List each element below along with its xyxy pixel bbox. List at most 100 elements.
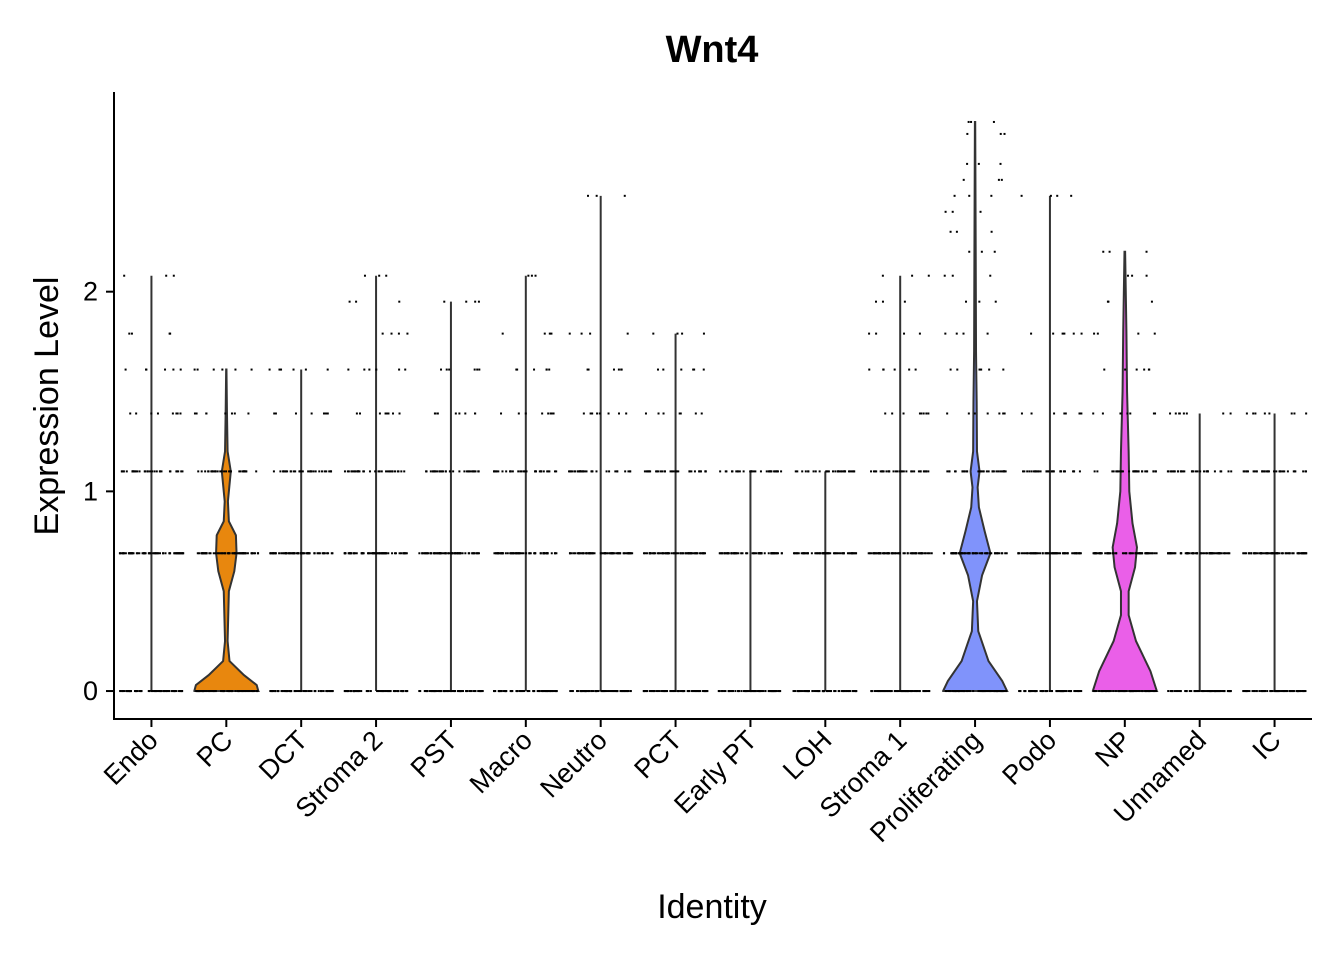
data-point: [172, 690, 175, 693]
data-point: [649, 552, 652, 555]
data-point: [980, 250, 983, 253]
data-point: [458, 690, 461, 693]
data-point: [1092, 690, 1095, 693]
data-point: [1124, 368, 1127, 371]
data-point: [310, 690, 313, 693]
data-point: [1137, 332, 1140, 335]
data-point: [439, 470, 442, 473]
data-point: [280, 552, 283, 555]
data-point: [1044, 552, 1047, 555]
data-point: [1039, 690, 1042, 693]
data-point: [652, 690, 655, 693]
data-point: [550, 332, 553, 335]
data-point: [279, 470, 282, 473]
data-point: [125, 690, 128, 693]
data-point: [1139, 552, 1142, 555]
data-point: [1227, 552, 1230, 555]
x-tick-label: IC: [1247, 725, 1287, 765]
data-point: [955, 332, 958, 335]
data-point: [997, 470, 1000, 473]
data-point: [1145, 552, 1148, 555]
data-point: [271, 552, 274, 555]
data-point: [830, 690, 833, 693]
data-point: [380, 470, 383, 473]
data-point: [1299, 552, 1302, 555]
data-point: [1001, 690, 1004, 693]
data-point: [1034, 470, 1037, 473]
data-point: [1173, 690, 1176, 693]
data-point: [663, 552, 666, 555]
data-point: [600, 552, 603, 555]
x-tick-label: NP: [1089, 725, 1137, 773]
data-point: [1273, 470, 1276, 473]
data-point: [679, 412, 682, 415]
data-point: [730, 552, 733, 555]
data-point: [498, 690, 501, 693]
data-point: [1152, 412, 1155, 415]
data-point: [651, 690, 654, 693]
data-point: [591, 412, 594, 415]
data-point: [478, 690, 481, 693]
data-point: [1216, 552, 1219, 555]
data-point: [598, 412, 601, 415]
data-point: [693, 690, 696, 693]
data-point: [580, 552, 583, 555]
data-point: [196, 552, 199, 555]
data-point: [701, 552, 704, 555]
data-point: [625, 690, 628, 693]
data-point: [400, 470, 403, 473]
data-point: [980, 552, 983, 555]
data-point: [1153, 690, 1156, 693]
violin-group: [867, 274, 933, 693]
data-point: [662, 412, 665, 415]
data-point: [986, 690, 989, 693]
data-point: [1211, 690, 1214, 693]
data-point: [906, 552, 909, 555]
data-point: [967, 120, 970, 123]
data-point: [379, 552, 382, 555]
data-point: [1055, 690, 1058, 693]
data-point: [386, 470, 389, 473]
data-point: [1132, 470, 1135, 473]
data-point: [326, 368, 329, 371]
data-point: [403, 552, 406, 555]
data-point: [924, 552, 927, 555]
data-point: [505, 690, 508, 693]
data-point: [1056, 552, 1059, 555]
data-point: [667, 552, 670, 555]
data-point: [1093, 690, 1096, 693]
data-point: [984, 552, 987, 555]
data-point: [1125, 552, 1128, 555]
data-point: [513, 552, 516, 555]
data-point: [833, 690, 836, 693]
data-point: [317, 690, 320, 693]
data-point: [922, 470, 925, 473]
data-point: [908, 368, 911, 371]
data-point: [140, 690, 143, 693]
data-point: [874, 470, 877, 473]
data-point: [180, 470, 183, 473]
data-point: [134, 690, 137, 693]
data-point: [454, 690, 457, 693]
data-point: [825, 690, 828, 693]
data-point: [1052, 332, 1055, 335]
data-point: [768, 470, 771, 473]
data-point: [616, 552, 619, 555]
data-point: [548, 332, 551, 335]
data-point: [1026, 552, 1029, 555]
data-point: [652, 552, 655, 555]
data-point: [744, 690, 747, 693]
data-point: [1207, 690, 1210, 693]
data-point: [1104, 552, 1107, 555]
data-point: [832, 470, 834, 473]
data-point: [1243, 470, 1246, 473]
data-point: [549, 412, 552, 415]
data-point: [1080, 412, 1083, 415]
data-point: [656, 690, 659, 693]
data-point: [659, 470, 662, 473]
data-point: [541, 412, 544, 415]
data-point: [455, 552, 458, 555]
data-point: [1059, 690, 1062, 693]
data-point: [1149, 552, 1152, 555]
data-point: [454, 552, 457, 555]
